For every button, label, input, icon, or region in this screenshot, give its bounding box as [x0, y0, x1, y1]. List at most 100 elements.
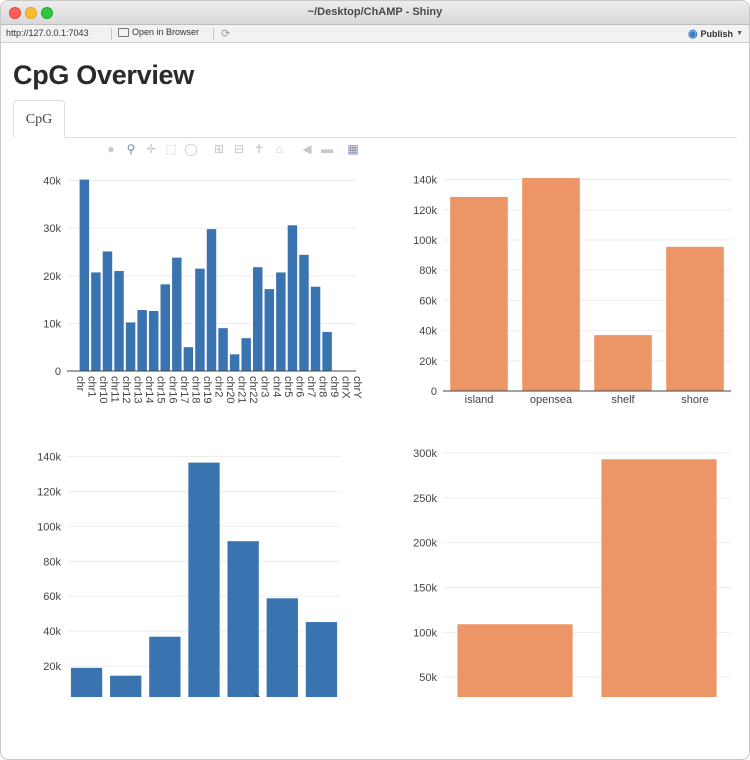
bar[interactable] — [188, 462, 220, 697]
x-tick-label: chr19 — [201, 376, 213, 404]
open-in-browser-label: Open in Browser — [132, 27, 200, 37]
bar[interactable] — [149, 636, 181, 697]
y-tick-label: 120k — [413, 205, 437, 217]
autoscale-icon[interactable]: ✝ — [253, 142, 265, 156]
bar[interactable] — [266, 598, 298, 697]
x-tick-label: chrY — [351, 376, 363, 399]
tab-bar: CpG — [13, 100, 737, 138]
y-tick-label: 0 — [55, 366, 61, 378]
bar[interactable] — [148, 311, 159, 371]
bar[interactable] — [305, 622, 338, 697]
y-tick-label: 120k — [37, 486, 61, 498]
url-text[interactable]: http://127.0.0.1:7043 — [6, 28, 89, 38]
bar[interactable] — [79, 179, 90, 371]
bar[interactable] — [522, 178, 580, 391]
y-tick-label: 50k — [419, 672, 437, 684]
x-tick-label: chr12 — [120, 376, 132, 404]
bar[interactable] — [160, 284, 170, 371]
x-tick-label: chr13 — [132, 376, 144, 404]
zoom-in-icon[interactable]: ⊞ — [213, 142, 225, 156]
bar[interactable] — [137, 310, 147, 371]
hover-compare-icon[interactable]: ▬ — [321, 142, 333, 156]
bar[interactable] — [666, 246, 724, 391]
address-bar: http://127.0.0.1:7043 Open in Browser ⟳ … — [1, 25, 749, 43]
y-tick-label: 140k — [37, 451, 61, 463]
x-tick-label: chr16 — [166, 376, 178, 404]
maximize-window-button[interactable] — [41, 7, 53, 19]
bar[interactable] — [450, 196, 508, 391]
bar[interactable] — [125, 322, 136, 371]
y-tick-label: 100k — [413, 627, 437, 639]
close-window-button[interactable] — [9, 7, 21, 19]
zoom-icon[interactable]: ⚲ — [126, 142, 136, 156]
bar[interactable] — [70, 667, 103, 697]
probe-type-bar-chart[interactable]: 050k100k150k200k250k300kIII — [376, 437, 746, 697]
x-tick-label: chr21 — [236, 376, 248, 404]
bar[interactable] — [102, 251, 113, 371]
tab-cpg[interactable]: CpG — [13, 100, 65, 138]
x-tick-label: chr8 — [317, 376, 329, 397]
y-tick-label: 0 — [55, 696, 61, 697]
bar[interactable] — [227, 541, 259, 697]
minimize-window-button[interactable] — [25, 7, 37, 19]
reset-axes-icon[interactable]: ⌂ — [275, 142, 283, 156]
y-tick-label: 0 — [431, 386, 437, 398]
y-tick-label: 40k — [43, 176, 61, 188]
x-tick-label: chr9 — [328, 376, 340, 397]
x-tick-label: chr20 — [224, 376, 236, 404]
y-tick-label: 300k — [413, 448, 437, 460]
bar[interactable] — [322, 331, 332, 371]
x-tick-label: chr15 — [155, 376, 167, 404]
hover-closest-icon[interactable]: ◀ — [302, 142, 312, 156]
x-tick-label: chr18 — [189, 376, 201, 404]
y-tick-label: 150k — [413, 583, 437, 595]
x-tick-label: shore — [681, 394, 709, 406]
plot-modebar: ● ⚲ ✛ ⬚ ◯ ⊞ ⊟ ✝ ⌂ ◀ ▬ ▦ — [101, 140, 363, 158]
x-tick-label: chr17 — [178, 376, 190, 404]
bar[interactable] — [195, 268, 205, 371]
zoom-out-icon[interactable]: ⊟ — [233, 142, 245, 156]
page-title: CpG Overview — [13, 60, 194, 90]
genomic-region-bar-chart[interactable]: 020k40k60k80k100k120k140k1stExon3'UTR5'U… — [1, 437, 371, 697]
bar[interactable] — [218, 328, 228, 371]
bar[interactable] — [114, 271, 124, 371]
plotly-logo-icon[interactable]: ▦ — [347, 142, 359, 156]
bar[interactable] — [299, 254, 309, 371]
bar[interactable] — [172, 257, 182, 371]
bar[interactable] — [253, 267, 263, 371]
bar[interactable] — [276, 272, 286, 371]
open-in-browser-button[interactable]: Open in Browser — [118, 27, 199, 37]
pan-icon[interactable]: ✛ — [145, 142, 157, 156]
address-separator — [213, 28, 214, 40]
bar[interactable] — [206, 229, 217, 371]
publish-icon: ◉ — [687, 28, 698, 40]
y-tick-label: 200k — [413, 538, 437, 550]
x-tick-label: chr11 — [108, 376, 120, 403]
chromosome-bar-chart[interactable]: 0 10k 20k 30k 40k chr chr1 chr10 chr11 chr12 chr13… — [1, 156, 371, 416]
title-bar: ~/Desktop/ChAMP - Shiny — [1, 1, 749, 25]
bar[interactable] — [594, 335, 652, 391]
bar[interactable] — [457, 624, 573, 697]
address-separator — [111, 28, 112, 40]
camera-icon[interactable]: ● — [107, 142, 115, 156]
lasso-icon[interactable]: ◯ — [184, 142, 198, 156]
bar[interactable] — [601, 459, 717, 697]
bar[interactable] — [183, 347, 194, 371]
app-content: CpG Overview CpG ● ⚲ ✛ ⬚ ◯ ⊞ ⊟ ✝ ⌂ ◀ ▬ ▦… — [1, 44, 749, 759]
bar[interactable] — [310, 286, 321, 371]
bar[interactable] — [264, 289, 275, 371]
box-select-icon[interactable]: ⬚ — [165, 142, 177, 156]
bar[interactable] — [287, 225, 298, 371]
bar[interactable] — [91, 272, 101, 371]
refresh-icon[interactable]: ⟳ — [221, 28, 231, 40]
y-tick-label: 140k — [413, 175, 437, 187]
bar[interactable] — [229, 354, 240, 371]
feature-bar-chart[interactable]: 0 20k 40k 60k 80k 100k 120k 140k island opensea sh… — [376, 156, 746, 416]
bar[interactable] — [110, 675, 142, 697]
bar[interactable] — [241, 338, 251, 371]
publish-button[interactable]: ◉ Publish ▼ — [688, 27, 743, 40]
x-tick-label: chr3 — [259, 376, 271, 397]
y-tick-label: 60k — [419, 295, 437, 307]
y-tick-label: 30k — [43, 223, 61, 235]
y-tick-label: 80k — [43, 556, 61, 568]
